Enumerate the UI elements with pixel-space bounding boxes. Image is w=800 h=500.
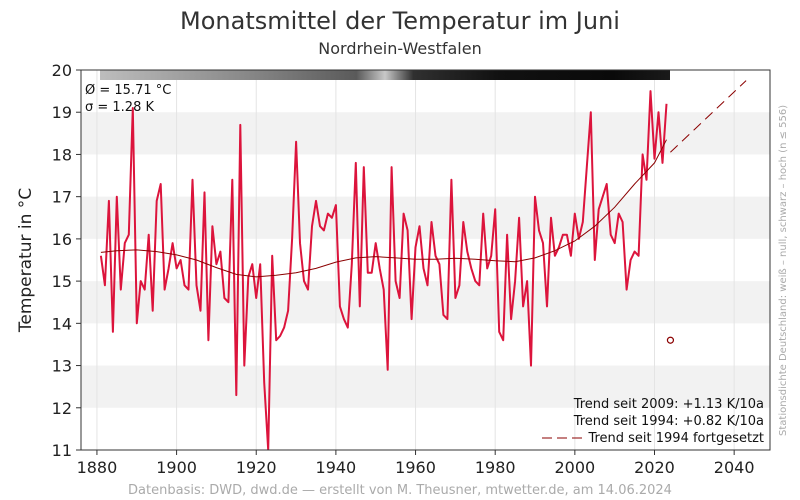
y-tick-label: 13	[52, 357, 72, 376]
footer-source: Datenbasis: DWD, dwd.de — erstellt von M…	[128, 483, 672, 498]
y-tick-label: 19	[52, 103, 72, 122]
x-tick-label: 1980	[475, 458, 516, 477]
x-tick-label: 2040	[714, 458, 755, 477]
y-tick-label: 17	[52, 188, 72, 207]
x-tick-label: 1900	[156, 458, 197, 477]
marker-point	[666, 336, 675, 344]
x-tick-label: 1920	[236, 458, 277, 477]
x-tick-label: 1880	[77, 458, 118, 477]
legend-trend-1994: Trend seit 1994: +0.82 K/10a	[573, 414, 764, 429]
band-12	[81, 365, 770, 408]
legend-trend-extended: Trend seit 1994 fortgesetzt	[587, 431, 764, 446]
y-tick-label: 18	[52, 145, 72, 164]
x-tick-label: 2000	[554, 458, 595, 477]
stat-sigma: σ = 1.28 K	[85, 100, 154, 115]
band-18	[81, 112, 770, 155]
y-tick-label: 14	[52, 314, 72, 333]
x-tick-label: 1940	[316, 458, 357, 477]
y-tick-label: 11	[52, 441, 72, 460]
band-16	[81, 196, 770, 239]
vertical-gridlines	[96, 70, 735, 450]
series-line-trend-extension	[670, 80, 747, 153]
y-tick-label: 16	[52, 230, 72, 249]
stat-mean: Ø = 15.71 °C	[85, 83, 171, 98]
chart-subtitle: Nordrhein-Westfalen	[318, 39, 481, 58]
plot-frame	[80, 69, 771, 451]
x-tick-label: 1960	[395, 458, 436, 477]
y-axis-ticks: 11 12 13 14 15 16 17 18 19 20	[52, 61, 81, 460]
markers	[666, 336, 675, 344]
series-line-smoothed-trend	[100, 139, 667, 278]
x-axis-ticks: 1880 1900 1920 1940 1960 1980 2000 2020 2040	[77, 450, 755, 477]
station-density-bar	[100, 70, 670, 80]
background-bands	[81, 112, 770, 408]
y-axis-label: Temperatur in °C	[16, 188, 36, 333]
chart-title: Monatsmittel der Temperatur im Juni	[180, 7, 620, 35]
y-tick-label: 20	[52, 61, 72, 80]
x-tick-label: 2020	[634, 458, 675, 477]
legend-trend-2009: Trend seit 2009: +1.13 K/10a	[573, 397, 764, 412]
band-14	[81, 281, 770, 324]
station-density-label: Stationsdichte Deutschland: weiß – null,…	[778, 105, 789, 436]
y-tick-label: 15	[52, 272, 72, 291]
y-tick-label: 12	[52, 399, 72, 418]
